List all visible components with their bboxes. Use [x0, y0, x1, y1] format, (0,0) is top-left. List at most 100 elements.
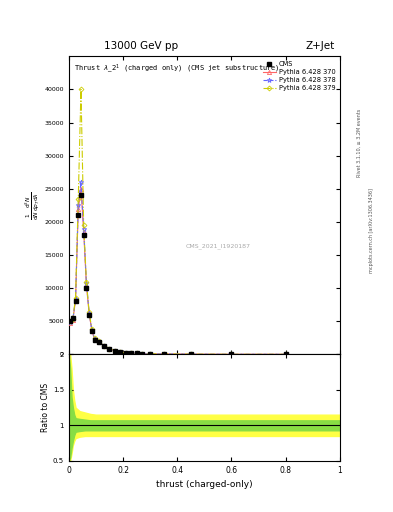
Pythia 6.428 370: [148, 351, 152, 357]
Pythia 6.428 379: [70, 315, 75, 322]
Text: CMS_2021_I1920187: CMS_2021_I1920187: [185, 243, 250, 249]
Pythia 6.428 379: [102, 343, 107, 349]
Pythia 6.428 378: [87, 310, 92, 316]
CMS: [96, 339, 101, 346]
Pythia 6.428 370: [134, 350, 139, 356]
CMS: [107, 346, 112, 352]
Pythia 6.428 378: [140, 351, 144, 357]
Pythia 6.428 379: [112, 348, 117, 354]
CMS: [68, 318, 72, 324]
Pythia 6.428 370: [79, 186, 83, 192]
Pythia 6.428 378: [68, 319, 72, 325]
Pythia 6.428 379: [161, 351, 166, 357]
Text: 13000 GeV pp: 13000 GeV pp: [105, 41, 178, 51]
CMS: [112, 348, 117, 354]
Pythia 6.428 379: [96, 338, 101, 345]
Pythia 6.428 379: [189, 351, 193, 357]
Line: Pythia 6.428 378: Pythia 6.428 378: [68, 180, 288, 357]
Pythia 6.428 378: [81, 225, 86, 231]
Pythia 6.428 370: [189, 351, 193, 357]
Pythia 6.428 378: [123, 350, 128, 356]
Pythia 6.428 378: [283, 351, 288, 357]
Pythia 6.428 379: [129, 350, 134, 356]
Pythia 6.428 370: [129, 350, 134, 356]
Pythia 6.428 370: [84, 282, 89, 288]
Line: CMS: CMS: [68, 194, 287, 356]
Pythia 6.428 378: [189, 351, 193, 357]
Pythia 6.428 378: [84, 280, 89, 286]
Pythia 6.428 370: [140, 351, 144, 357]
Pythia 6.428 379: [84, 279, 89, 285]
Pythia 6.428 378: [134, 350, 139, 356]
CMS: [148, 351, 152, 357]
Pythia 6.428 370: [102, 343, 107, 349]
Pythia 6.428 370: [161, 351, 166, 357]
CMS: [118, 349, 123, 355]
CMS: [123, 350, 128, 356]
CMS: [90, 328, 94, 334]
Pythia 6.428 379: [92, 335, 97, 342]
Pythia 6.428 378: [79, 179, 83, 185]
Pythia 6.428 378: [92, 336, 97, 342]
Pythia 6.428 379: [68, 318, 72, 324]
Pythia 6.428 379: [87, 309, 92, 315]
Line: Pythia 6.428 379: Pythia 6.428 379: [68, 88, 287, 356]
Pythia 6.428 370: [96, 339, 101, 345]
Pythia 6.428 370: [87, 310, 92, 316]
Legend: CMS, Pythia 6.428 370, Pythia 6.428 378, Pythia 6.428 379: CMS, Pythia 6.428 370, Pythia 6.428 378,…: [260, 58, 338, 94]
Pythia 6.428 378: [107, 346, 112, 352]
Text: Z+Jet: Z+Jet: [306, 41, 335, 51]
Pythia 6.428 370: [283, 351, 288, 357]
CMS: [102, 344, 107, 350]
Pythia 6.428 379: [79, 87, 83, 93]
Pythia 6.428 379: [283, 351, 288, 357]
CMS: [189, 351, 193, 357]
CMS: [87, 311, 92, 317]
CMS: [79, 193, 83, 199]
Pythia 6.428 370: [107, 346, 112, 352]
Pythia 6.428 379: [123, 350, 128, 356]
X-axis label: thrust (charged-only): thrust (charged-only): [156, 480, 253, 489]
CMS: [76, 212, 81, 218]
Text: mcplots.cern.ch [arXiv:1306.3436]: mcplots.cern.ch [arXiv:1306.3436]: [369, 188, 374, 273]
CMS: [84, 285, 89, 291]
Pythia 6.428 370: [76, 206, 81, 212]
Pythia 6.428 379: [140, 351, 144, 357]
CMS: [229, 351, 234, 357]
Pythia 6.428 378: [90, 327, 94, 333]
CMS: [134, 350, 139, 356]
Pythia 6.428 379: [134, 350, 139, 356]
CMS: [129, 350, 134, 356]
CMS: [161, 351, 166, 357]
Pythia 6.428 379: [107, 346, 112, 352]
Pythia 6.428 379: [90, 326, 94, 332]
CMS: [92, 337, 97, 343]
Pythia 6.428 370: [70, 317, 75, 323]
Pythia 6.428 378: [229, 351, 234, 357]
Pythia 6.428 370: [81, 229, 86, 235]
Pythia 6.428 378: [161, 351, 166, 357]
Pythia 6.428 370: [118, 349, 123, 355]
Pythia 6.428 379: [76, 196, 81, 202]
Pythia 6.428 370: [68, 319, 72, 326]
Pythia 6.428 378: [118, 349, 123, 355]
Pythia 6.428 378: [112, 348, 117, 354]
Pythia 6.428 378: [96, 339, 101, 345]
Pythia 6.428 378: [73, 296, 78, 303]
Pythia 6.428 379: [229, 351, 234, 357]
Pythia 6.428 378: [102, 343, 107, 349]
Pythia 6.428 378: [70, 316, 75, 323]
CMS: [81, 232, 86, 238]
CMS: [283, 351, 288, 357]
Pythia 6.428 370: [92, 336, 97, 342]
Pythia 6.428 370: [112, 348, 117, 354]
Line: Pythia 6.428 370: Pythia 6.428 370: [68, 187, 288, 356]
Pythia 6.428 378: [129, 350, 134, 356]
Pythia 6.428 379: [73, 295, 78, 301]
Y-axis label: $\frac{1}{\mathrm{d}N}\frac{\mathrm{d}^2N}{\mathrm{d}p_T\mathrm{d}\lambda}$: $\frac{1}{\mathrm{d}N}\frac{\mathrm{d}^2…: [24, 191, 42, 220]
Pythia 6.428 379: [118, 349, 123, 355]
Pythia 6.428 378: [76, 202, 81, 208]
Pythia 6.428 378: [148, 351, 152, 357]
Text: Thrust $\lambda\_2^1$ (charged only) (CMS jet substructure): Thrust $\lambda\_2^1$ (charged only) (CM…: [74, 62, 280, 75]
Pythia 6.428 370: [123, 350, 128, 356]
